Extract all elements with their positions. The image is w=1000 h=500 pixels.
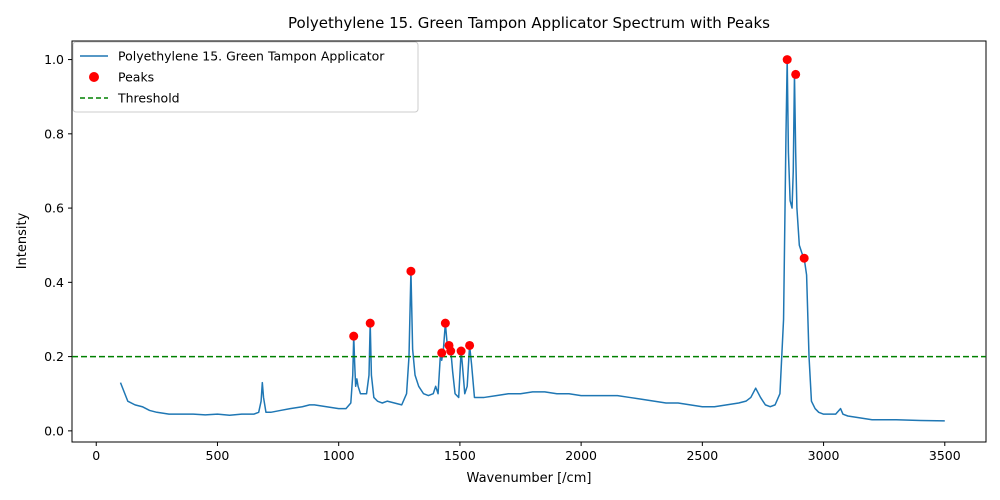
legend-box	[72, 41, 419, 113]
chart-title: Polyethylene 15. Green Tampon Applicator…	[288, 14, 770, 32]
y-axis-label: Intensity	[15, 212, 30, 269]
peak-point	[782, 55, 792, 65]
y-tick-label: 0.6	[44, 201, 64, 216]
peak-point	[440, 318, 450, 328]
x-tick-label: 500	[206, 448, 230, 463]
x-axis: 0 500 1000 1500 2000 2500 3000 3500	[92, 442, 961, 463]
x-tick-label: 2500	[686, 448, 718, 463]
plot-frame	[71, 40, 987, 443]
y-tick-label: 0.4	[44, 275, 64, 290]
plot-area	[71, 40, 987, 443]
x-tick-label: 1500	[444, 448, 476, 463]
peak-point	[349, 331, 359, 341]
x-tick-label: 1000	[323, 448, 355, 463]
x-tick-label: 2000	[565, 448, 597, 463]
spectrum-line	[119, 58, 945, 422]
series-layer	[72, 55, 986, 422]
x-tick-label: 3000	[808, 448, 840, 463]
legend: Polyethylene 15. Green Tampon Applicator…	[72, 41, 419, 113]
legend-peaks-swatch	[89, 72, 99, 82]
x-tick-label: 0	[92, 448, 100, 463]
peak-point	[456, 346, 466, 356]
legend-peaks-label: Peaks	[118, 70, 154, 85]
peak-point	[465, 340, 475, 350]
peak-point	[406, 266, 416, 276]
legend-threshold-label: Threshold	[117, 91, 180, 106]
x-axis-label: Wavenumber [/cm]	[467, 471, 592, 486]
y-tick-label: 0.0	[44, 423, 64, 438]
peak-point	[365, 318, 375, 328]
x-tick-label: 3500	[929, 448, 961, 463]
peak-point	[446, 346, 456, 356]
y-tick-label: 1.0	[44, 52, 64, 67]
peak-point	[791, 69, 801, 79]
peak-point	[799, 253, 809, 263]
y-axis: 0.0 0.2 0.4 0.6 0.8 1.0	[44, 52, 72, 438]
peak-point	[437, 348, 447, 358]
y-tick-label: 0.2	[44, 349, 64, 364]
y-tick-label: 0.8	[44, 126, 64, 141]
legend-spectrum-label: Polyethylene 15. Green Tampon Applicator	[118, 49, 385, 64]
